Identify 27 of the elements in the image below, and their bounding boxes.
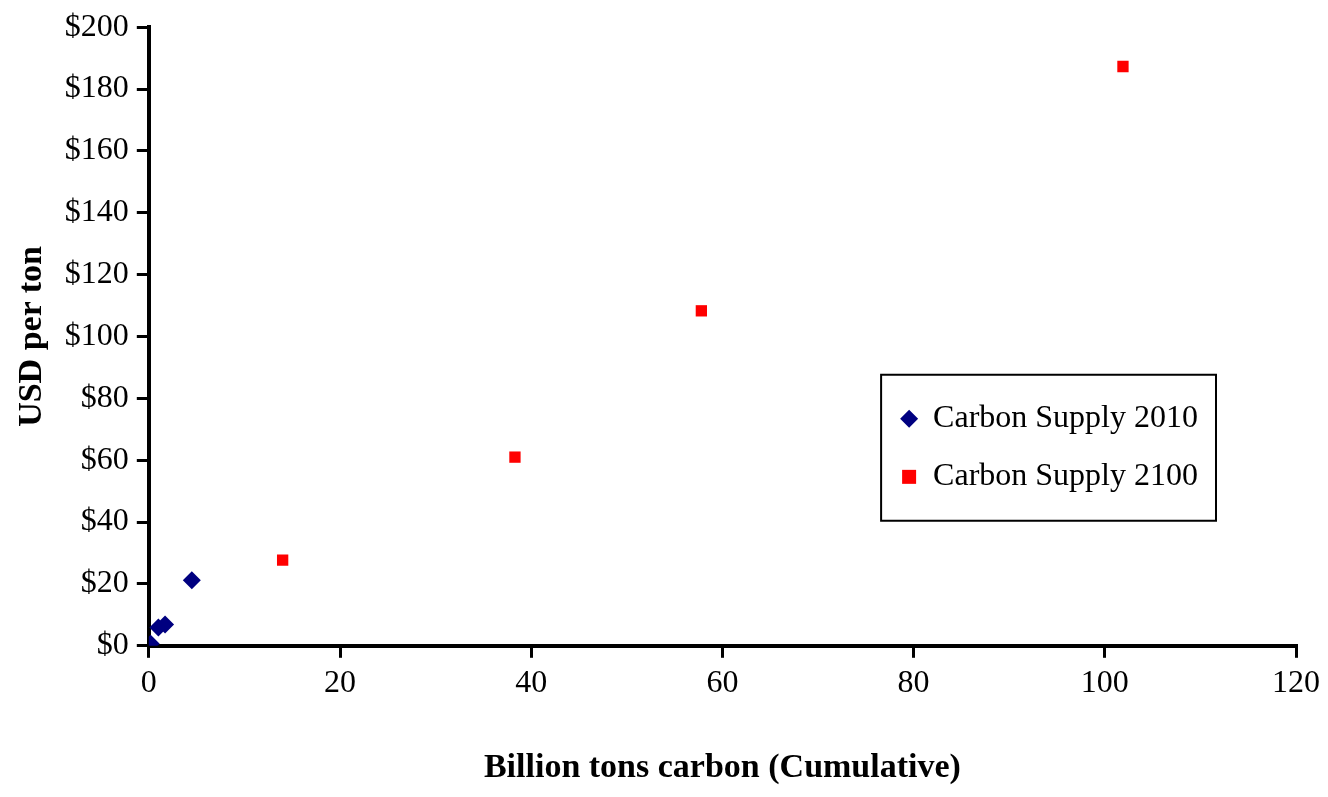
legend-label: Carbon Supply 2100 — [933, 456, 1198, 493]
x-tick-label: 20 — [324, 663, 356, 700]
x-tick-label: 60 — [706, 663, 739, 700]
point — [509, 451, 521, 463]
legend-label: Carbon Supply 2010 — [933, 398, 1198, 435]
y-tick-label: $120 — [64, 254, 129, 291]
y-tick-label: $100 — [64, 315, 129, 352]
y-tick-label: $60 — [80, 439, 129, 476]
point — [276, 554, 289, 566]
y-tick-label: $180 — [64, 68, 129, 105]
y-tick-label: $160 — [64, 130, 129, 167]
point — [1117, 60, 1129, 73]
y-tick-label: $80 — [80, 377, 129, 414]
point — [695, 305, 708, 317]
y-tick-label: $200 — [64, 6, 129, 43]
x-tick-label: 40 — [515, 663, 548, 700]
x-tick-label: 80 — [897, 663, 930, 700]
y-tick-label: $0 — [96, 625, 129, 662]
point — [182, 571, 201, 590]
x-tick-label: 120 — [1272, 663, 1320, 700]
x-axis-title: Billion tons carbon (Cumulative) — [483, 747, 961, 786]
x-tick-label: 100 — [1080, 663, 1129, 700]
x-tick-label: 0 — [140, 663, 157, 700]
y-tick-label: $20 — [80, 563, 129, 600]
y-axis-title: USD per ton — [11, 246, 49, 427]
y-tick-label: $40 — [80, 501, 129, 538]
y-tick-label: $140 — [64, 192, 129, 229]
